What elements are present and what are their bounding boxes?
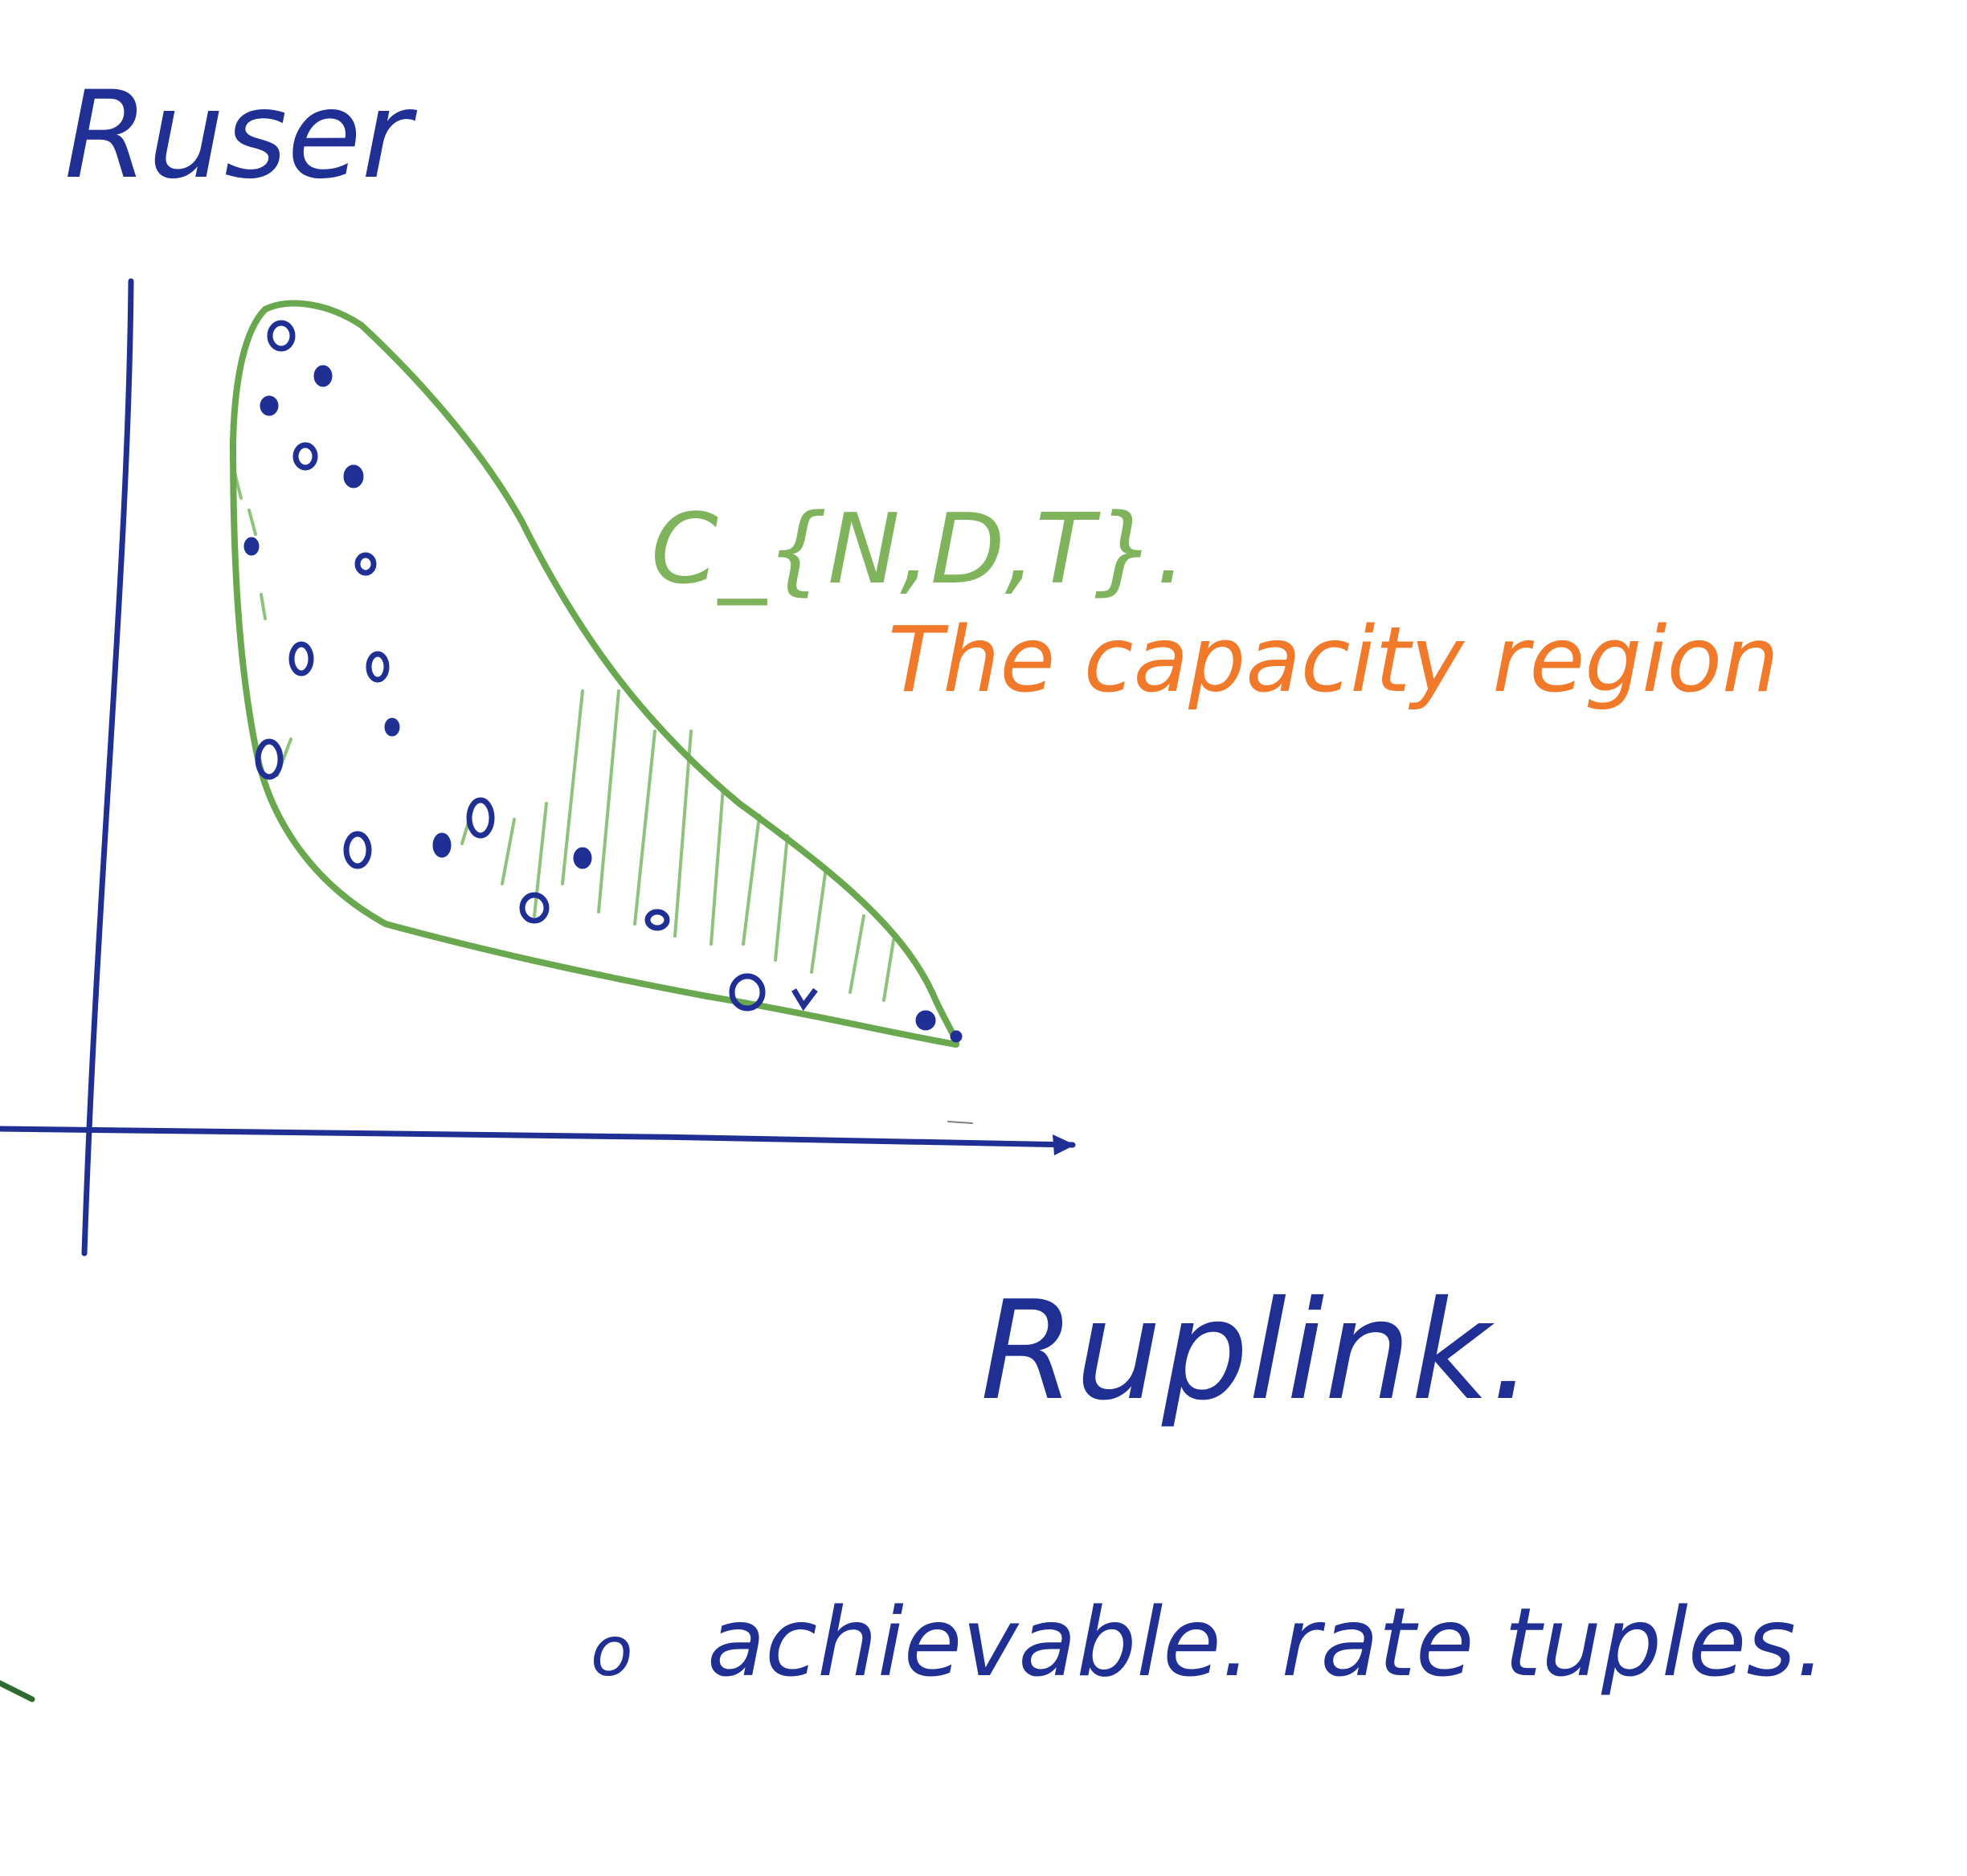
y-axis-line [81,278,134,1257]
hatch-line [710,786,725,946]
hatch-line [260,593,267,620]
rate-point [432,832,452,858]
rate-point [267,320,296,352]
region-name-annotation: The capacity region [888,608,1779,713]
x-axis-line [0,1126,1076,1148]
rate-point [366,651,390,683]
axes [0,278,1076,1257]
y-axis-label: Ruser [64,66,418,206]
achievable-points [243,320,963,1043]
stray-mark [947,1121,973,1124]
rate-point [292,442,318,471]
rate-point [343,831,372,869]
rate-point [255,738,284,780]
rate-point [354,552,377,576]
rate-point [791,987,818,1012]
region-hatching [231,464,895,1002]
hatch-line [673,730,693,938]
legend: o achievable. rate tuples. [591,1587,1826,1698]
hatch-line [742,814,761,946]
hatch-line [597,689,620,913]
rate-point [573,847,592,869]
hatch-line [882,938,895,1002]
rate-point [313,365,333,387]
rate-point [519,892,550,924]
rate-point [729,973,766,1012]
rate-point [384,717,400,737]
hatch-line [774,834,789,962]
x-axis-arrowhead [1053,1134,1075,1155]
hatch-line [501,818,516,885]
rate-point [288,641,314,676]
hatch-line [247,509,257,536]
hatch-line [561,689,584,885]
stray-mark [0,1680,35,1702]
rate-point [466,797,495,839]
x-axis-label: Ruplink. [980,1272,1533,1431]
legend-text: achievable. rate tuples. [707,1587,1826,1698]
rate-point [950,1030,963,1043]
hatch-line [633,730,656,926]
rate-point [644,909,670,931]
region-symbol: C_{N,D,T}. [651,494,1186,606]
hatch-line [849,914,865,994]
hatch-line [810,866,828,974]
rate-point [915,1010,936,1031]
rate-point [343,464,364,488]
stray-marks [0,1121,973,1702]
rate-point [243,537,260,556]
rate-point [260,395,279,416]
legend-marker-icon: o [591,1612,633,1692]
capacity-region-outline [230,300,959,1048]
